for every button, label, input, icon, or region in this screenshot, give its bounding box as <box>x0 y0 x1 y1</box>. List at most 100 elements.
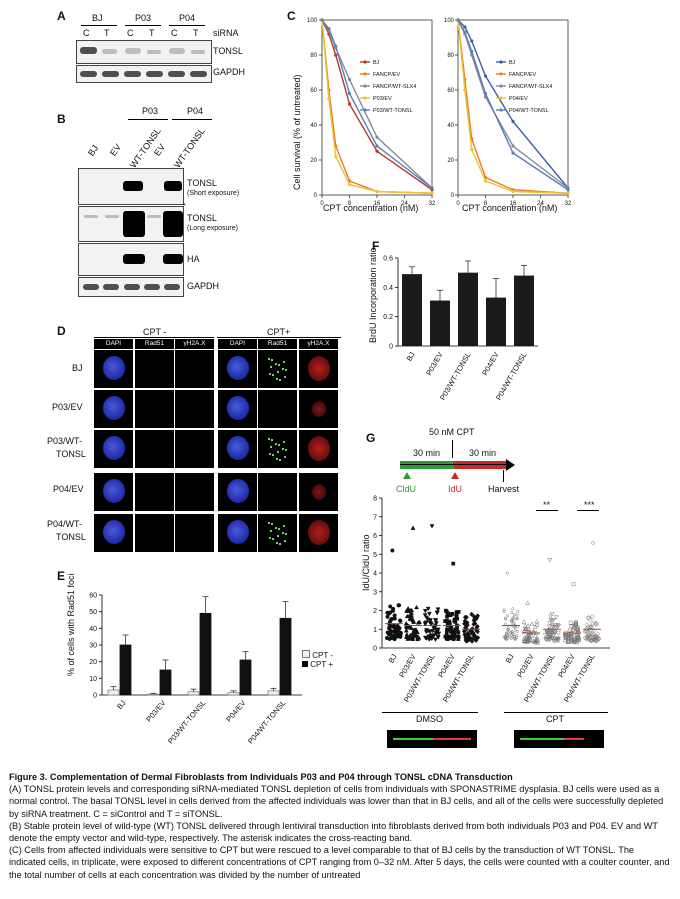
panel-b-lane-2: EV <box>108 142 124 158</box>
panel-d-rad51-focus <box>268 358 270 360</box>
panel-g-point <box>511 616 515 620</box>
panel-g-point <box>456 610 461 614</box>
panel-c-0-legend-label: P03/EV <box>373 96 392 102</box>
panel-b-row-ha: HA <box>187 254 200 264</box>
panel-d-rad51-focus <box>284 456 286 458</box>
panel-e-label: E <box>57 569 66 583</box>
panel-g-point <box>464 622 470 628</box>
panel-g-point <box>514 617 518 621</box>
panel-d-nucleus <box>227 479 249 503</box>
panel-g-point <box>571 623 576 628</box>
panel-g-harvest-arrow <box>503 470 504 482</box>
panel-c-0-legend-marker <box>363 84 367 88</box>
panel-e-bar <box>187 691 200 696</box>
panel-d-nucleus <box>227 520 249 544</box>
panel-e-ylabel: % of cells with Rad51 foci <box>66 573 76 676</box>
panel-a-tonsl-blot <box>76 40 212 64</box>
panel-g-point <box>588 636 593 642</box>
panel-d-rad51-focus <box>276 378 278 380</box>
panel-g-point <box>469 611 474 617</box>
panel-e-bar <box>147 693 160 696</box>
panel-c-1-ytick-label: 40 <box>447 123 454 129</box>
panel-g-pulse-arrow <box>452 440 453 458</box>
panel-a-label: A <box>57 9 66 23</box>
panel-g-point <box>429 524 435 529</box>
panel-b-bracket-p04 <box>172 119 212 120</box>
panel-c-1-series-line <box>457 19 569 191</box>
panel-a-lane-3: C <box>127 28 134 38</box>
panel-g-point <box>388 618 393 623</box>
panel-g-point <box>387 636 392 641</box>
panel-d-image-cell <box>175 430 214 468</box>
panel-e-xtick-label: P04/EV <box>224 699 247 724</box>
panel-g-point <box>448 635 453 639</box>
panel-g-point <box>456 634 460 639</box>
panel-g-point <box>407 616 413 621</box>
panel-g-point <box>522 628 527 633</box>
panel-b-bracket-p03 <box>128 119 168 120</box>
panel-g-point <box>408 610 414 615</box>
panel-g-point <box>462 614 468 620</box>
panel-d-rad51-focus <box>275 363 277 365</box>
panel-d-rad51-focus <box>270 366 272 368</box>
panel-c-1-ytick-label: 100 <box>444 18 455 24</box>
panel-g-point <box>594 638 600 644</box>
panel-c-0-series-point <box>375 149 379 153</box>
panel-f-ytick-label: 0 <box>389 344 393 351</box>
panel-c-0-legend-label: BJ <box>373 60 380 66</box>
panel-d-nucleus <box>103 479 125 503</box>
panel-g-xtick-label: P04/EV <box>556 653 577 680</box>
panel-e-xtick-label: P03/WT-TONSL <box>166 699 208 745</box>
panel-d-image-cell <box>94 514 133 552</box>
panel-b-gapdh-blot <box>78 277 184 297</box>
panel-g-point <box>554 637 559 643</box>
panel-g-point <box>509 636 513 640</box>
panel-c-0-xtick-label: 8 <box>348 201 352 207</box>
panel-g-point <box>427 620 433 625</box>
panel-c-1-series-point <box>483 179 488 183</box>
panel-d-row-p03wt-1: P03/WT- <box>47 436 83 446</box>
panel-g-point <box>544 637 550 643</box>
panel-g-point <box>574 620 578 625</box>
panel-g-point <box>386 611 392 616</box>
panel-g-point <box>462 621 467 627</box>
panel-g-point <box>507 627 511 631</box>
panel-f-ytick-label: 0.4 <box>383 285 393 292</box>
panel-d-rad51-focus <box>275 443 277 445</box>
caption-b: (B) Stable protein level of wild-type (W… <box>9 820 658 844</box>
panel-g-point <box>535 637 541 642</box>
panel-g-point <box>551 639 556 644</box>
panel-g-point <box>589 632 594 638</box>
panel-c-1-series-point <box>470 147 474 152</box>
panel-g-point <box>510 619 514 623</box>
panel-e-bar <box>159 669 172 696</box>
panel-g-point <box>504 631 508 635</box>
panel-c-0-series-line <box>321 19 433 194</box>
panel-g-sig1: ** <box>543 500 551 510</box>
panel-g-point <box>569 624 574 629</box>
panel-g-point <box>512 635 516 638</box>
panel-f-xtick-label: P03/EV <box>424 351 445 378</box>
panel-g-point <box>472 616 477 622</box>
panel-d-bracket-minus <box>94 337 214 338</box>
panel-b-row-long-exposure: (Long exposure) <box>187 225 238 232</box>
panel-g-point <box>510 611 514 615</box>
panel-g-point <box>563 634 568 639</box>
panel-g-point <box>423 621 429 627</box>
panel-c-1-legend-label: BJ <box>509 60 516 66</box>
panel-d-row-bj: BJ <box>72 363 83 373</box>
panel-g-point <box>405 608 411 613</box>
panel-g-t2: 30 min <box>469 448 497 458</box>
panel-d-image-cell <box>218 350 257 388</box>
panel-g-point <box>590 540 596 546</box>
panel-c-1-xtick-label: 16 <box>510 201 517 207</box>
panel-e-ytick-label: 40 <box>89 626 97 633</box>
panel-d-label: D <box>57 324 66 338</box>
panel-d-image-cell <box>135 350 174 388</box>
panel-g-point <box>461 628 467 634</box>
panel-a-lane-4: T <box>149 28 155 38</box>
panel-a-gapdh-blot <box>76 65 212 83</box>
panel-d-row-p04wt-2: TONSL <box>56 532 86 542</box>
panel-d-header-cell: DAPI <box>94 339 133 349</box>
panel-g-point <box>584 633 590 639</box>
